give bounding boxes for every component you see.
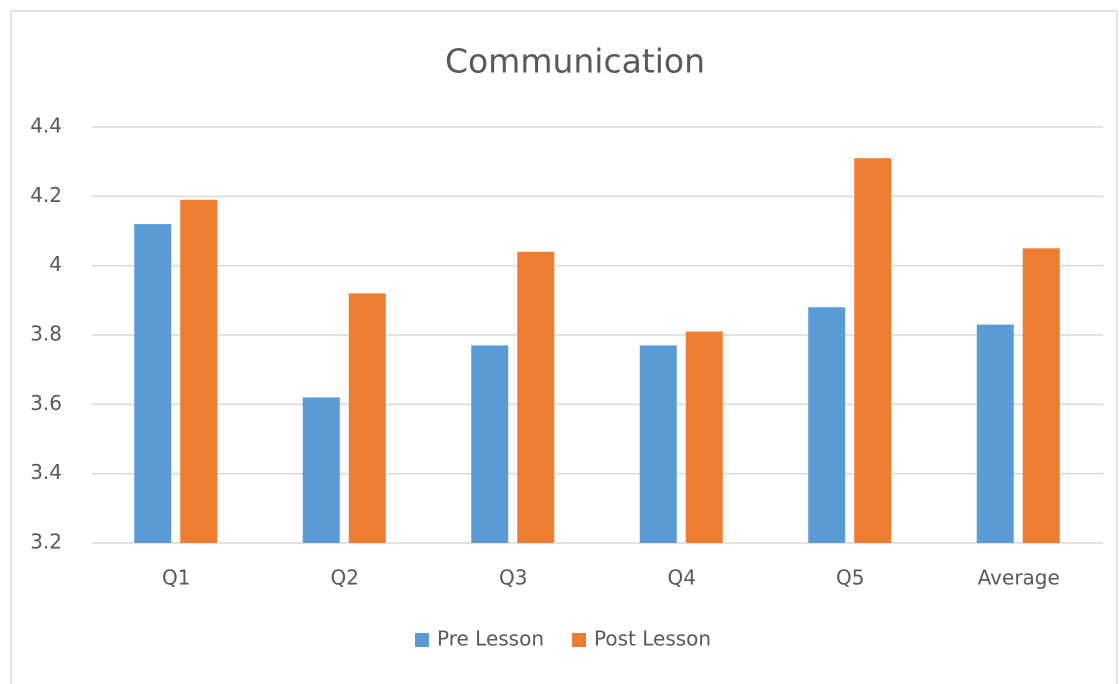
y-tick-label: 3.6 bbox=[30, 391, 62, 415]
y-tick-label: 4.2 bbox=[30, 183, 62, 207]
bar bbox=[180, 199, 218, 544]
bar bbox=[976, 324, 1014, 543]
bar bbox=[808, 307, 846, 543]
bar bbox=[517, 251, 555, 544]
legend-swatch bbox=[572, 633, 587, 647]
legend-label: Pre Lesson bbox=[437, 627, 544, 651]
x-tick-label: Average bbox=[978, 566, 1060, 590]
bar bbox=[639, 345, 677, 543]
bar bbox=[1022, 248, 1060, 544]
y-tick-label: 4.4 bbox=[30, 114, 62, 138]
x-tick-label: Q3 bbox=[499, 566, 527, 590]
y-tick-label: 3.8 bbox=[30, 322, 62, 346]
bar bbox=[348, 293, 386, 543]
x-tick-label: Q1 bbox=[162, 566, 190, 590]
bar bbox=[854, 158, 892, 543]
bar bbox=[302, 397, 340, 543]
x-tick-label: Q5 bbox=[836, 566, 864, 590]
bar bbox=[685, 331, 723, 543]
bar bbox=[471, 345, 509, 543]
legend-label: Post Lesson bbox=[594, 627, 711, 651]
y-tick-label: 3.2 bbox=[30, 530, 62, 554]
y-tick-label: 3.4 bbox=[30, 460, 62, 484]
x-tick-label: Q2 bbox=[331, 566, 359, 590]
x-tick-label: Q4 bbox=[668, 566, 696, 590]
y-tick-label: 4 bbox=[49, 252, 62, 276]
legend-swatch bbox=[415, 633, 429, 647]
chart-title: Communication bbox=[445, 42, 705, 81]
bar bbox=[134, 224, 172, 544]
